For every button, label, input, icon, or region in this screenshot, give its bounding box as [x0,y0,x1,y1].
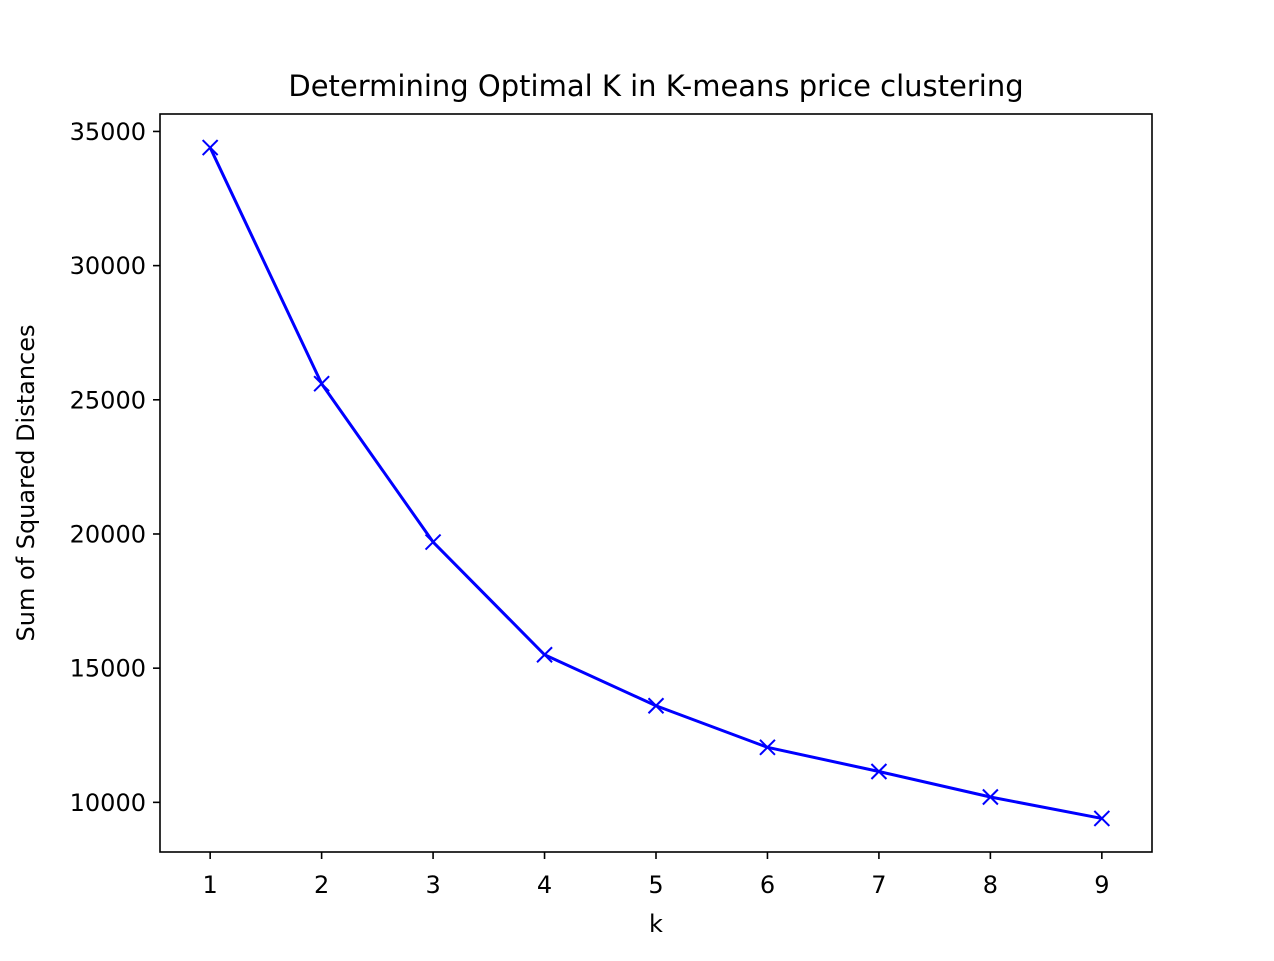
data-point-marker [759,739,776,756]
x-tick-label: 3 [425,871,440,899]
y-tick-label: 35000 [70,118,146,146]
x-tick-label: 2 [314,871,329,899]
y-tick-label: 10000 [70,789,146,817]
data-point-marker [870,763,888,780]
y-tick-label: 30000 [70,252,146,280]
y-axis-label: Sum of Squared Distances [12,324,40,641]
y-tick-label: 20000 [70,520,146,548]
data-point-marker [313,375,330,392]
plot-area-frame [159,113,1153,853]
x-tick-label: 4 [537,871,552,899]
data-point-marker [536,646,553,663]
x-tick-label: 7 [871,871,886,899]
x-tick-label: 6 [760,871,775,899]
data-point-marker [647,697,665,714]
x-tick-label: 1 [203,871,218,899]
x-tick-label: 5 [648,871,663,899]
chart-title: Determining Optimal K in K-means price c… [288,69,1023,103]
x-axis-label: k [649,910,663,938]
data-point-marker [982,788,999,806]
data-point-marker [1093,810,1111,827]
x-axis-ticks: 1 2 3 4 5 6 7 8 9 [203,852,1109,899]
x-tick-label: 8 [983,871,998,899]
y-tick-label: 25000 [70,386,146,414]
series-layer [201,139,1111,827]
data-point-marker [424,533,442,551]
data-point-marker [201,139,219,156]
y-tick-label: 15000 [70,655,146,683]
x-tick-label: 9 [1094,871,1109,899]
y-axis-ticks: 10000 15000 20000 25000 30000 35000 [70,118,160,817]
